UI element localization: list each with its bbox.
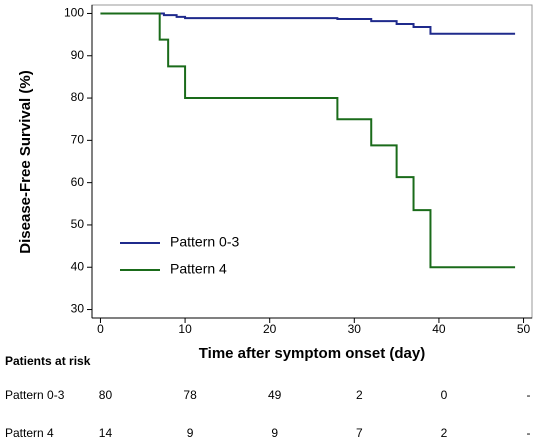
x-tick-label: 30 xyxy=(348,322,362,336)
y-tick-label: 80 xyxy=(71,90,85,104)
risk-cell: 2 xyxy=(356,388,363,402)
y-tick-label: 50 xyxy=(71,217,85,231)
legend-label: Pattern 0-3 xyxy=(170,234,239,250)
risk-cell: 80 xyxy=(99,388,113,402)
y-tick-label: 90 xyxy=(71,48,85,62)
risk-row-name: Pattern 4 xyxy=(5,426,54,440)
risk-table-title: Patients at risk xyxy=(5,354,91,368)
risk-cell: 7 xyxy=(356,426,363,440)
y-tick-label: 60 xyxy=(71,175,85,189)
plot-frame xyxy=(91,4,533,319)
y-tick-label: 40 xyxy=(71,259,85,273)
survival-line xyxy=(100,12,516,35)
legend-label: Pattern 4 xyxy=(170,261,227,277)
risk-cell: 9 xyxy=(271,426,278,440)
risk-cell: 0 xyxy=(441,388,448,402)
risk-cell: 49 xyxy=(268,388,282,402)
y-axis-title: Disease-Free Survival (%) xyxy=(17,70,34,253)
risk-cell: - xyxy=(527,388,531,402)
risk-cell: 9 xyxy=(187,426,194,440)
x-axis-title: Time after symptom onset (day) xyxy=(199,345,425,362)
survival-line xyxy=(100,12,516,269)
risk-cell: 14 xyxy=(99,426,113,440)
x-tick-label: 10 xyxy=(178,322,192,336)
x-tick-label: 0 xyxy=(97,322,104,336)
risk-cell: - xyxy=(527,426,531,440)
risk-cell: 78 xyxy=(183,388,197,402)
y-tick-label: 30 xyxy=(71,302,85,316)
risk-row-name: Pattern 0-3 xyxy=(5,388,65,402)
x-tick-label: 50 xyxy=(517,322,531,336)
x-tick-label: 20 xyxy=(263,322,277,336)
risk-cell: 2 xyxy=(441,426,448,440)
y-tick-label: 100 xyxy=(64,6,84,20)
x-tick-label: 40 xyxy=(432,322,446,336)
y-tick-label: 70 xyxy=(71,133,85,147)
